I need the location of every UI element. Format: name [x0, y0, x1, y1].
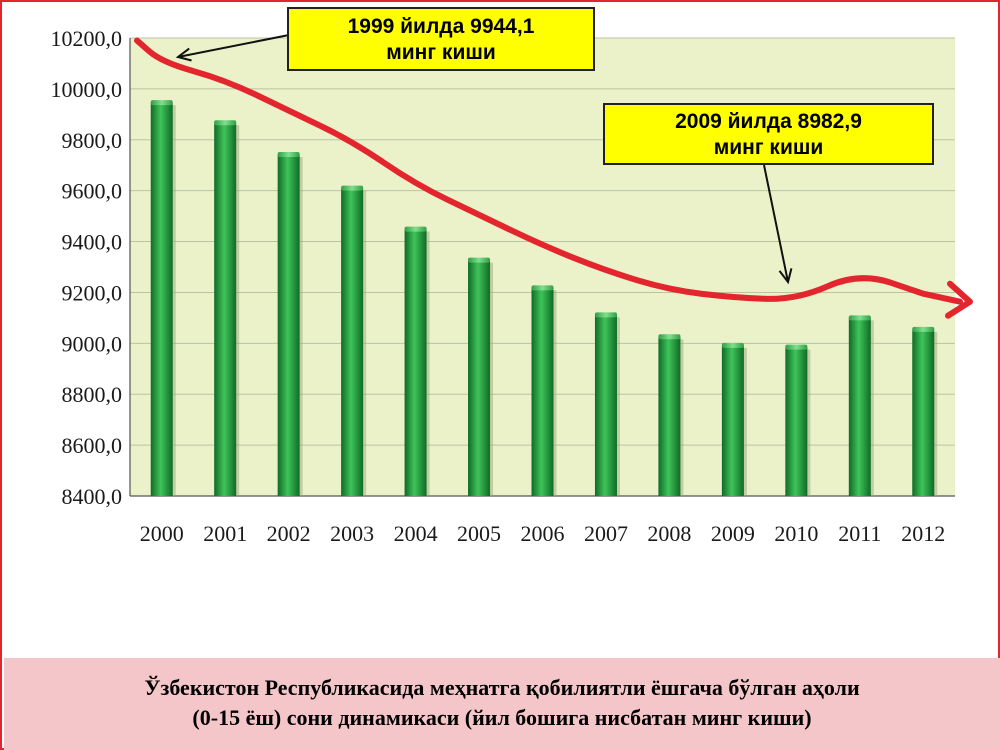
- bar-cap: [214, 120, 237, 126]
- x-tick-label: 2008: [647, 521, 691, 546]
- y-tick-label: 8800,0: [62, 382, 123, 407]
- y-tick-label: 9800,0: [62, 128, 123, 153]
- x-tick-label: 2003: [330, 521, 374, 546]
- bar-2010: [785, 347, 808, 496]
- y-axis-ticks: 8400,0 8600,0 8800,0 9000,0 9200,0 9400,0 9600…: [51, 26, 123, 509]
- y-tick-label: 10000,0: [51, 77, 123, 102]
- arrow-1999: [177, 34, 290, 58]
- bar-cap: [531, 285, 554, 291]
- callout-arrows: [175, 34, 793, 285]
- x-tick-label: 2009: [711, 521, 755, 546]
- bar-cap: [785, 344, 808, 350]
- x-tick-label: 2001: [203, 521, 247, 546]
- x-axis-ticks: 2000 2001 2002 2003 2004 2005 2006 2007 2008 2009…: [140, 521, 946, 546]
- callout-1999: 1999 йилда 9944,1 минг киши: [287, 7, 595, 71]
- y-tick-label: 9400,0: [62, 230, 123, 255]
- bar-cap: [277, 152, 300, 158]
- bar-cap: [594, 312, 617, 318]
- bar-cap: [658, 334, 681, 340]
- y-tick-label: 8600,0: [62, 433, 123, 458]
- bar-2007: [594, 315, 617, 496]
- bars: [150, 100, 938, 497]
- caption-line-2: (0-15 ёш) сони динамикаси (йил бошига ни…: [192, 705, 812, 730]
- bar-2000: [150, 103, 173, 496]
- callout-1999-line2: минг киши: [386, 41, 496, 64]
- bar-2004: [404, 229, 427, 496]
- x-tick-label: 2010: [774, 521, 818, 546]
- bar-2002: [277, 155, 300, 497]
- caption-line-1: Ўзбекистон Республикасида меҳнатга қобил…: [144, 675, 860, 700]
- bar-2012: [912, 329, 935, 496]
- y-tick-label: 9000,0: [62, 331, 123, 356]
- callout-1999-line1: 1999 йилда 9944,1: [347, 15, 535, 38]
- x-tick-label: 2005: [457, 521, 501, 546]
- bar-2009: [721, 345, 744, 496]
- bar-2006: [531, 288, 554, 496]
- y-tick-label: 10200,0: [51, 26, 123, 51]
- y-tick-label: 9600,0: [62, 179, 123, 204]
- bar-2008: [658, 337, 681, 496]
- bar-cap: [468, 257, 491, 263]
- y-tick-label: 8400,0: [62, 484, 123, 509]
- callout-2009-line1: 2009 йилда 8982,9: [675, 110, 862, 133]
- bar-chart: 8400,0 8600,0 8800,0 9000,0 9200,0 9400,0 9600…: [51, 26, 973, 546]
- bar-cap: [150, 100, 173, 106]
- x-tick-label: 2006: [521, 521, 565, 546]
- x-tick-label: 2000: [140, 521, 184, 546]
- trend-line: [134, 37, 973, 319]
- bar-cap: [404, 226, 427, 232]
- x-tick-label: 2012: [901, 521, 945, 546]
- trend-arrowhead: [945, 280, 973, 319]
- arrow-1999-head: [175, 47, 192, 62]
- bar-cap: [721, 342, 744, 348]
- y-tick-label: 9200,0: [62, 280, 123, 305]
- x-tick-label: 2011: [838, 521, 881, 546]
- bar-cap: [848, 315, 871, 321]
- x-tick-label: 2002: [267, 521, 311, 546]
- chart-caption: Ўзбекистон Республикасида меҳнатга қобил…: [4, 658, 1000, 750]
- trend-line-path: [134, 37, 963, 305]
- arrow-2009: [763, 164, 789, 283]
- bar-cap: [912, 326, 935, 332]
- x-tick-label: 2007: [584, 521, 628, 546]
- bar-cap: [341, 185, 364, 191]
- bar-2011: [848, 318, 871, 496]
- bar-2003: [341, 188, 364, 496]
- callout-2009: 2009 йилда 8982,9 минг киши: [603, 103, 934, 165]
- callout-2009-line2: минг киши: [713, 136, 824, 159]
- bar-2005: [468, 260, 491, 496]
- arrow-2009-head: [778, 268, 793, 285]
- bar-2001: [214, 123, 237, 496]
- x-tick-label: 2004: [394, 521, 438, 546]
